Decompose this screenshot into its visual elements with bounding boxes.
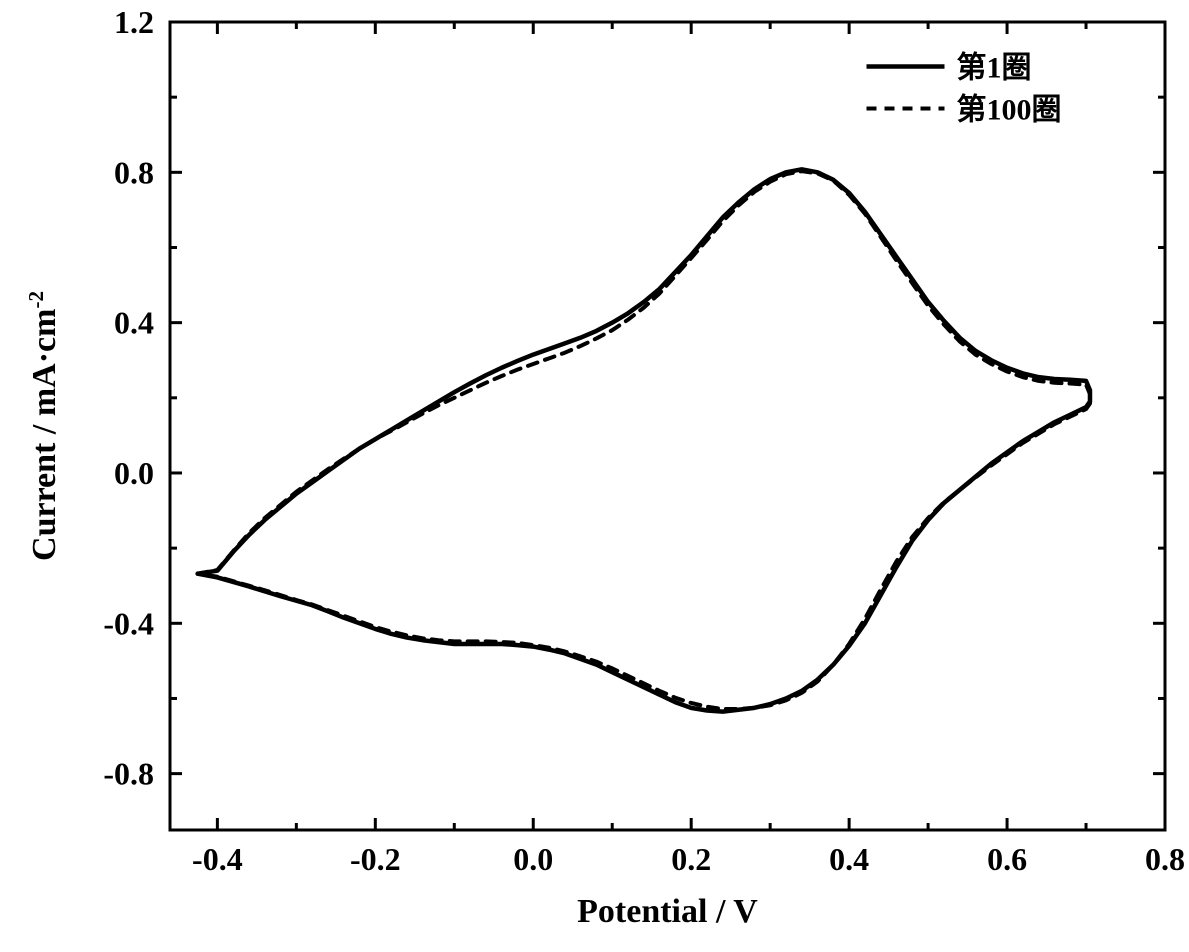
legend-label: 第100圈 [957, 92, 1062, 126]
x-axis-label: Potential / V [577, 893, 758, 930]
cv-chart: -0.4 -0.2 0.0 0.2 0.4 0.6 0.8 -0.8 -0.4 0.0 0.4 0.8… [0, 0, 1189, 952]
xtick-label: -0.2 [350, 841, 401, 877]
ytick-label: 0.8 [114, 154, 154, 190]
xtick-label: 0.2 [671, 841, 711, 877]
y-axis-label: Current / mA·cm-2 [24, 291, 63, 561]
xtick-label: 0.0 [513, 841, 553, 877]
ytick-label: 0.4 [114, 305, 154, 341]
chart-bg [0, 0, 1189, 952]
chart-svg: -0.4 -0.2 0.0 0.2 0.4 0.6 0.8 -0.8 -0.4 0.0 0.4 0.8… [0, 0, 1189, 952]
xtick-label: 0.4 [829, 841, 869, 877]
xtick-label: 0.6 [987, 841, 1027, 877]
ytick-label: -0.8 [103, 756, 154, 792]
ytick-label: -0.4 [103, 605, 154, 641]
ytick-label: 1.2 [114, 4, 154, 40]
xtick-label: -0.4 [192, 841, 243, 877]
ytick-label: 0.0 [114, 455, 154, 491]
xtick-label: 0.8 [1145, 841, 1185, 877]
legend-label: 第1圈 [957, 50, 1032, 84]
